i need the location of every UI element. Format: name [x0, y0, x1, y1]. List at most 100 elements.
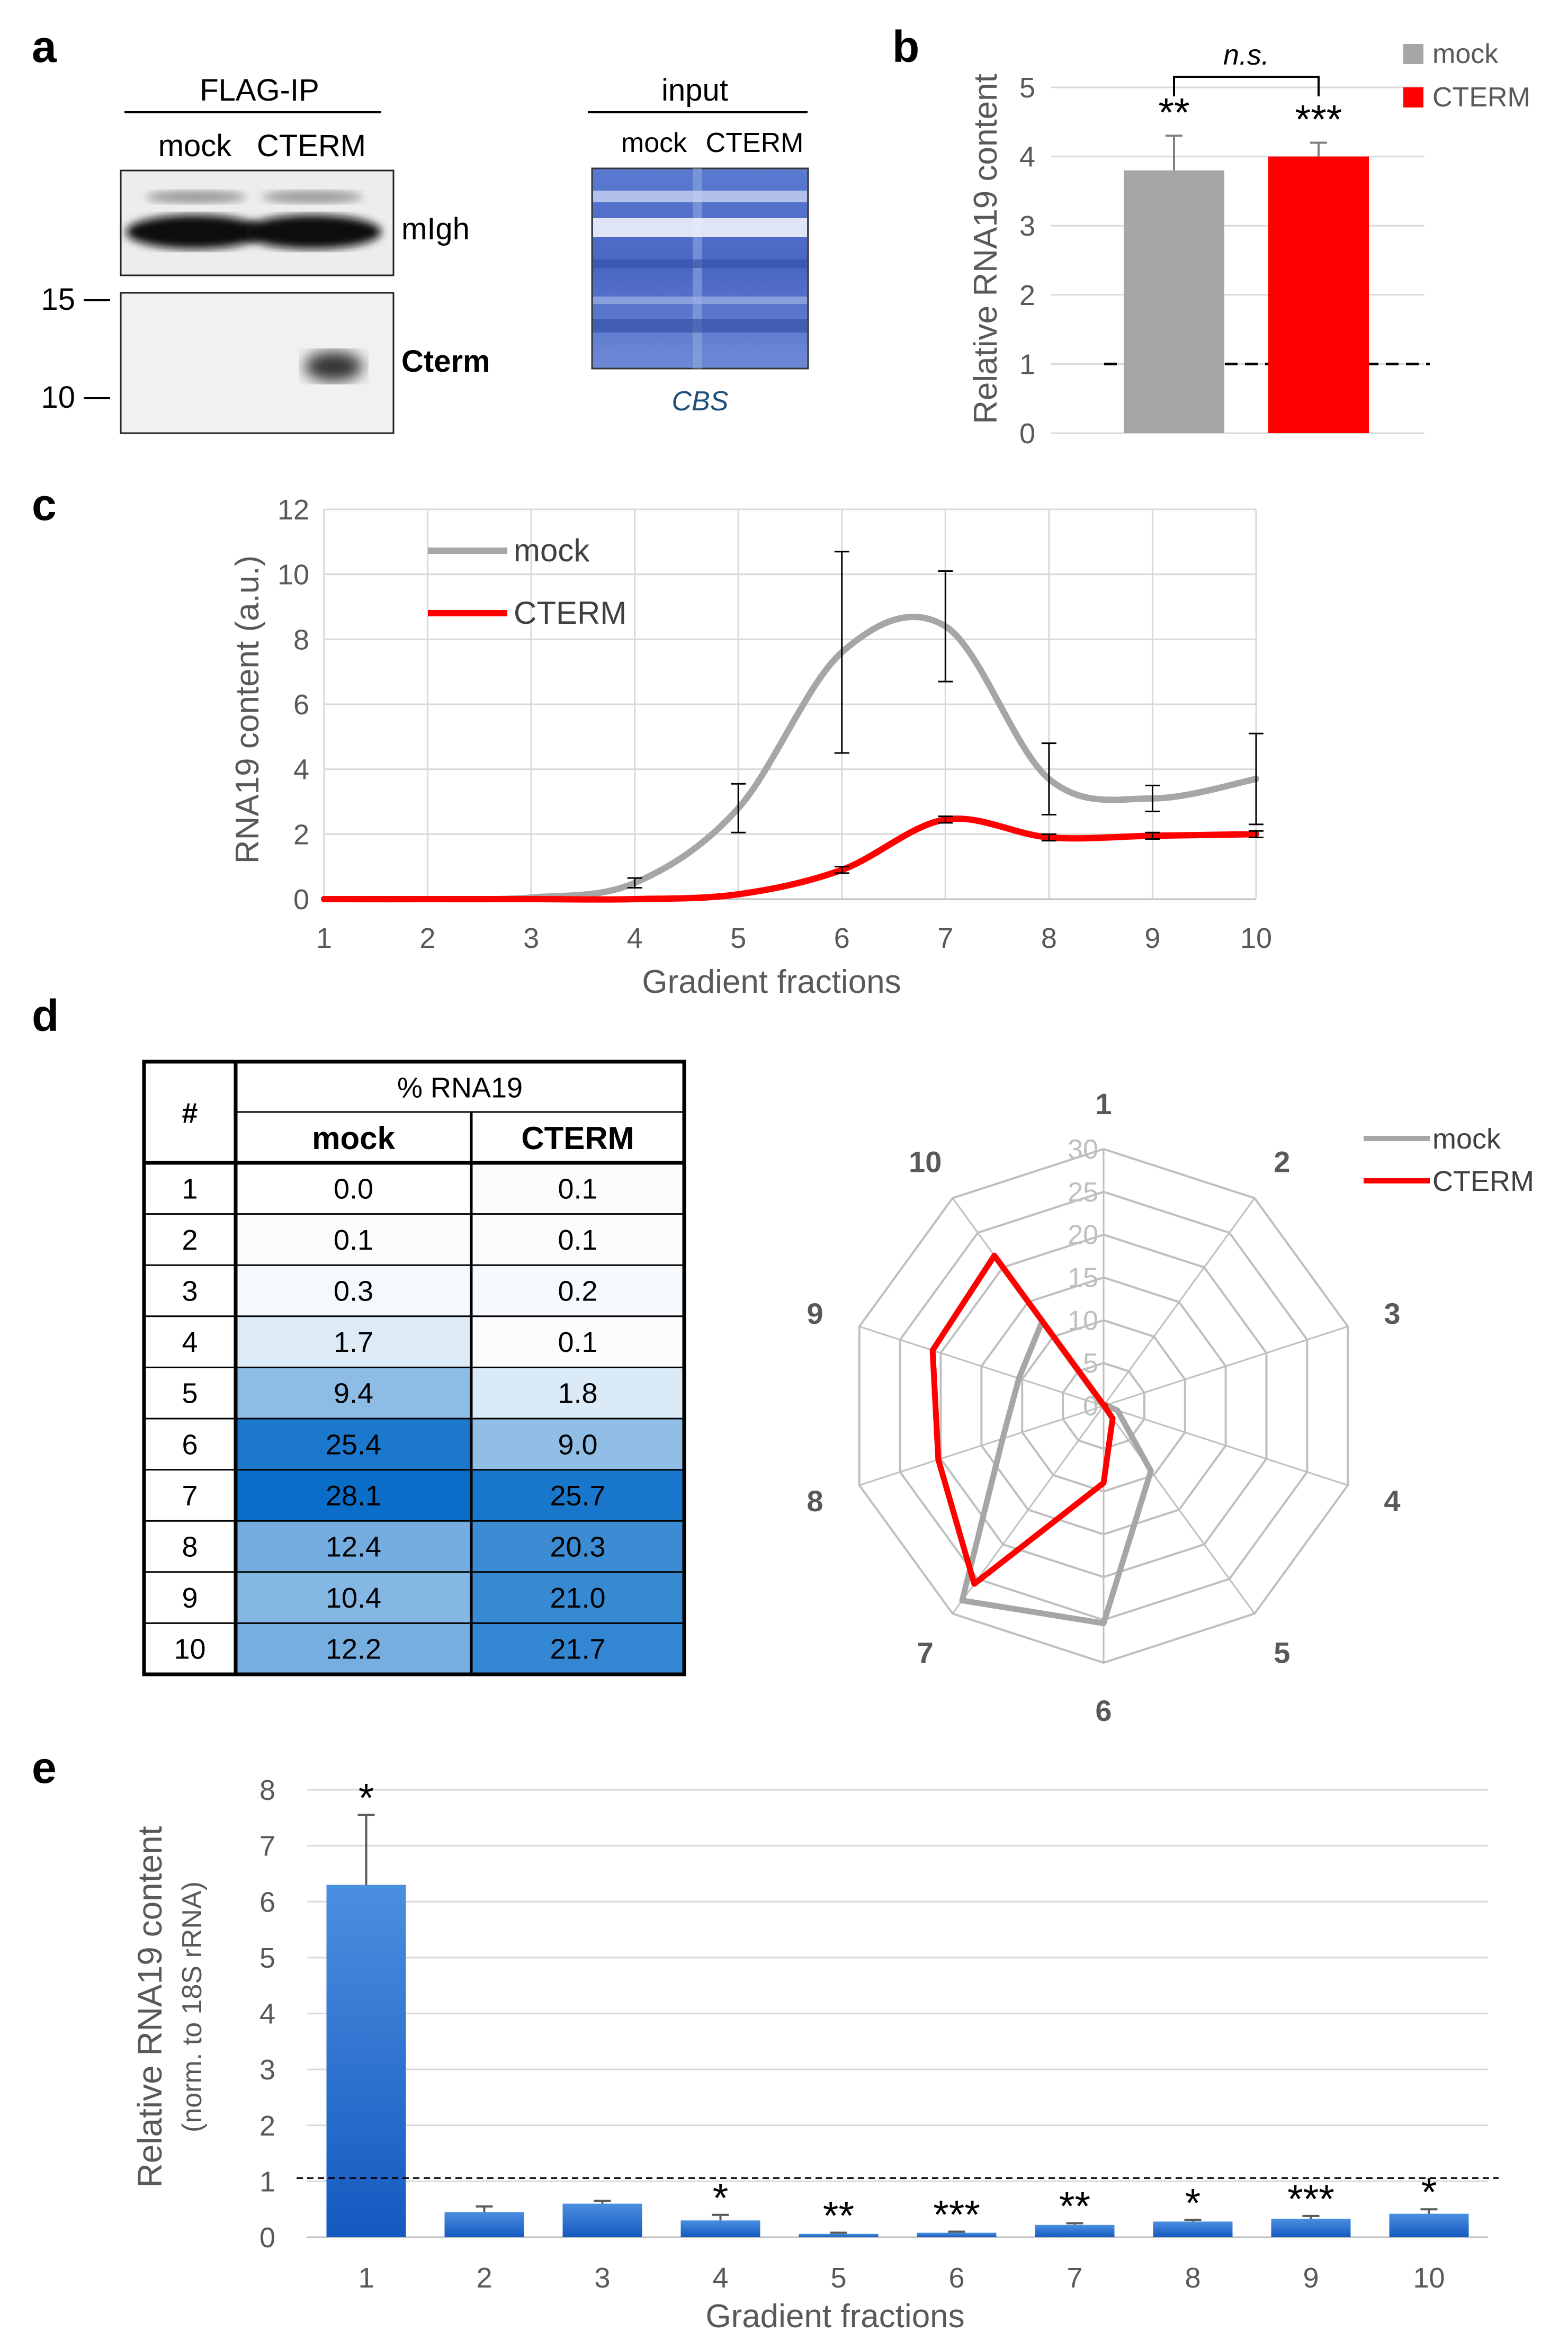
- gel-band-1: [593, 191, 807, 202]
- c-x-tick-label: 3: [523, 922, 539, 954]
- e-y-tick-label: 0: [259, 2222, 275, 2254]
- table-cell-mock-bg: [236, 1572, 471, 1624]
- c-x-tick-label: 1: [316, 922, 332, 954]
- table-cell-mock-bg: [236, 1265, 471, 1316]
- c-x-tick-label: 5: [730, 922, 746, 954]
- b-bar-mock: [1124, 170, 1224, 433]
- table-cell-cterm-bg: [471, 1521, 684, 1572]
- radar-spoke: [1103, 1405, 1256, 1615]
- igh-band-cterm: [244, 215, 381, 249]
- e-x-tick-label: 9: [1303, 2262, 1319, 2294]
- e-bar-fraction-5: [799, 2234, 879, 2237]
- radar-legend-label: mock: [1432, 1123, 1501, 1155]
- table-cell-mock: 25.4: [326, 1429, 381, 1460]
- c-x-tick-label: 4: [627, 922, 643, 954]
- c-x-axis-title: Gradient fractions: [642, 964, 901, 1000]
- table-cell-cterm: 1.8: [558, 1378, 597, 1410]
- b-comparison-bracket: [1173, 76, 1320, 96]
- b-y-tick-label: 2: [1019, 280, 1035, 311]
- radar-series-cterm: [929, 1252, 1116, 1587]
- radar-spoke: [859, 1325, 1104, 1407]
- e-significance-marker: ***: [1287, 2177, 1334, 2222]
- table-cell-cterm: 0.1: [558, 1224, 597, 1256]
- table-cell-cterm-bg: [471, 1419, 684, 1470]
- e-x-tick-label: 1: [358, 2262, 374, 2294]
- radar-spoke: [1103, 1197, 1256, 1406]
- e-bar-fraction-8: [1153, 2221, 1233, 2237]
- e-x-tick-label: 6: [948, 2262, 964, 2294]
- panel-a-blots: FLAG-IP mock CTERM mIgh Cterm 15 10 inpu…: [41, 73, 809, 434]
- e-x-tick-label: 10: [1413, 2262, 1445, 2294]
- e-x-tick-label: 4: [712, 2262, 728, 2294]
- table-cell-cterm-bg: [471, 1265, 684, 1316]
- input-lane-cterm: CTERM: [706, 128, 804, 158]
- table-cell-cterm: 21.7: [550, 1634, 605, 1665]
- e-significance-marker: **: [1059, 2184, 1090, 2229]
- table-cell-mock: 0.1: [334, 1224, 373, 1256]
- radar-axis-label: 5: [1274, 1636, 1290, 1670]
- input-title: input: [661, 73, 728, 107]
- radar-axis-label: 7: [917, 1636, 934, 1670]
- mw-marker-15: 15: [41, 282, 75, 317]
- table-cell-mock-bg: [236, 1623, 471, 1674]
- c-y-axis-title: RNA19 content (a.u.): [229, 555, 266, 864]
- table-cell-mock: 12.2: [326, 1634, 381, 1665]
- table-cell-cterm: 0.2: [558, 1276, 597, 1307]
- radar-axis-label: 3: [1384, 1297, 1400, 1330]
- mw-marker-10: 10: [41, 380, 75, 415]
- radar-r-tick-label: 25: [1068, 1177, 1098, 1208]
- c-series-line-cterm: [321, 815, 1259, 903]
- radar-r-tick-label: 30: [1068, 1134, 1098, 1165]
- b-y-tick-label: 0: [1019, 418, 1035, 450]
- c-legend-label: mock: [514, 533, 590, 568]
- table-row-number: 5: [182, 1378, 198, 1410]
- radar-r-tick-label: 0: [1083, 1391, 1098, 1422]
- c-y-tick-label: 2: [293, 819, 309, 850]
- e-x-tick-label: 5: [830, 2262, 846, 2294]
- c-x-tick-label: 6: [834, 922, 850, 954]
- e-significance-marker: **: [823, 2194, 854, 2239]
- radar-r-tick-label: 10: [1068, 1305, 1098, 1336]
- c-x-tick-label: 2: [420, 922, 436, 954]
- radar-axis-label: 1: [1095, 1087, 1112, 1120]
- table-row-number: 3: [182, 1276, 198, 1307]
- table-header-group: % RNA19: [397, 1072, 523, 1104]
- table-cell-mock: 28.1: [326, 1480, 381, 1512]
- b-legend-label: CTERM: [1432, 82, 1530, 113]
- e-bar-fraction-10: [1389, 2213, 1469, 2237]
- c-legend-label: CTERM: [514, 595, 626, 631]
- panel-e-letter: e: [32, 1743, 57, 1792]
- e-y-tick-label: 6: [259, 1886, 275, 1918]
- e-y-tick-label: 7: [259, 1831, 275, 1862]
- b-legend-swatch-cterm: [1403, 87, 1423, 107]
- stain-caption: CBS: [672, 386, 729, 417]
- table-cell-cterm: 0.1: [558, 1173, 597, 1205]
- table-cell-cterm: 21.0: [550, 1582, 605, 1614]
- c-x-tick-label: 7: [937, 922, 953, 954]
- gel-band-5: [593, 319, 807, 333]
- c-y-tick-label: 12: [277, 494, 309, 526]
- radar-spoke: [1103, 1325, 1348, 1407]
- rna19-table: 1 0.0 0.1 2 0.1 0.1 3 0.3 0.2 4 1.7 0.1 5 9.4 1.8 6 25.4…: [142, 1060, 686, 1676]
- radar-axis-label: 8: [807, 1484, 823, 1518]
- cterm-label: Cterm: [401, 344, 490, 379]
- e-y-tick-label: 5: [259, 1942, 275, 1974]
- igh-label: mIgh: [401, 212, 470, 246]
- e-bar-fraction-7: [1035, 2225, 1115, 2237]
- e-y-tick-label: 3: [259, 2054, 275, 2086]
- input-lane-mock: mock: [621, 128, 687, 158]
- e-y-tick-label: 1: [259, 2166, 275, 2198]
- table-row-number: 2: [182, 1224, 198, 1256]
- b-significance-marker: ***: [1295, 97, 1342, 142]
- e-x-tick-label: 7: [1067, 2262, 1082, 2294]
- e-x-tick-label: 3: [594, 2262, 610, 2294]
- table-cell-mock: 10.4: [326, 1582, 381, 1614]
- table-cell-cterm: 25.7: [550, 1480, 605, 1512]
- b-significance-marker: **: [1158, 90, 1189, 135]
- table-cell-cterm-bg: [471, 1163, 684, 1214]
- e-bar-fraction-4: [680, 2220, 760, 2237]
- panel-d-letter: d: [32, 991, 59, 1041]
- table-cell-mock: 0.0: [334, 1173, 373, 1205]
